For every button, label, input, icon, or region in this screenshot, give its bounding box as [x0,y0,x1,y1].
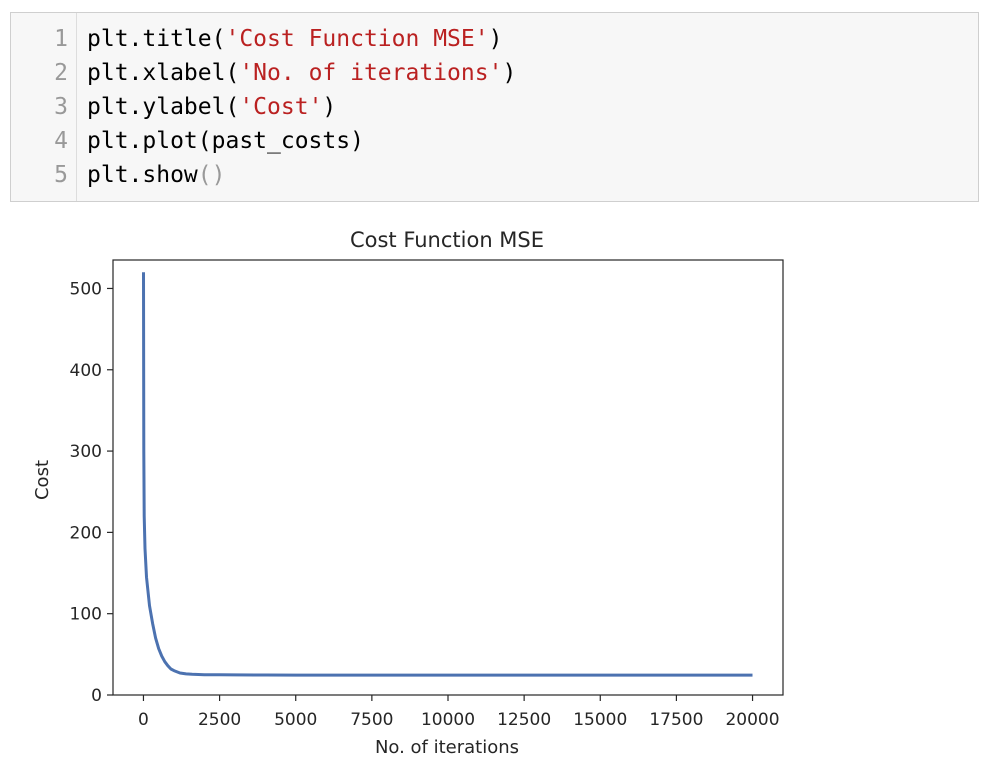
y-tick-label: 500 [70,279,102,299]
y-tick-label: 200 [70,523,102,543]
y-axis-label: Cost [32,460,53,500]
plot-area: 0 2500 5000 7500 10000 12500 15000 17500 20000 0 1… [70,259,784,730]
line-number-gutter: 1 2 3 4 5 [11,13,77,201]
code-text: ) [322,94,337,120]
x-tick-label: 0 [138,710,149,730]
cell-output: Cost Function MSE 0 2500 5000 7500 10000 1250… [0,215,981,777]
code-text: ) [488,26,503,52]
y-tick-label: 0 [91,686,102,706]
y-tick-label: 400 [70,361,102,381]
code-line[interactable]: plt.title('Cost Function MSE') [87,22,502,56]
line-number: 5 [54,162,68,188]
code-text: plt.plot(past_costs) [87,128,364,154]
x-tick-label: 17500 [649,710,703,730]
code-text: plt.show [87,162,198,188]
y-tick-label: 100 [70,605,102,625]
x-tick-label: 10000 [421,710,475,730]
series-line [142,272,753,677]
line-chart: Cost Function MSE 0 2500 5000 7500 10000 1250… [32,228,784,758]
x-tick-label: 7500 [350,710,393,730]
code-line[interactable]: plt.plot(past_costs) [87,124,364,158]
string-literal: 'Cost' [239,94,323,120]
code-text: ) [502,60,517,86]
x-tick-label: 12500 [497,710,551,730]
code-line[interactable]: plt.xlabel('No. of iterations') [87,56,516,90]
code-line[interactable]: plt.ylabel('Cost') [87,90,336,124]
code-cell[interactable]: 1 2 3 4 5 plt.title('Cost Function MSE')… [10,12,979,202]
plot-frame [112,259,784,696]
x-tick-label: 2500 [198,710,241,730]
string-literal: 'No. of iterations' [239,60,503,86]
code-text: plt.ylabel( [87,94,240,120]
code-text: () [197,162,226,188]
line-number: 4 [54,128,68,154]
line-number: 3 [54,94,68,120]
y-tick-label: 300 [70,442,102,462]
string-literal: 'Cost Function MSE' [225,26,489,52]
line-number: 1 [54,26,68,52]
x-tick-label: 20000 [725,710,779,730]
line-number: 2 [54,60,68,86]
x-axis-label: No. of iterations [375,737,519,758]
code-line[interactable]: plt.show() [87,158,225,192]
x-tick-label: 15000 [573,710,627,730]
code-text: plt.title( [87,26,226,52]
code-text: plt.xlabel( [87,60,240,86]
chart-title: Cost Function MSE [350,228,544,252]
x-tick-label: 5000 [274,710,317,730]
